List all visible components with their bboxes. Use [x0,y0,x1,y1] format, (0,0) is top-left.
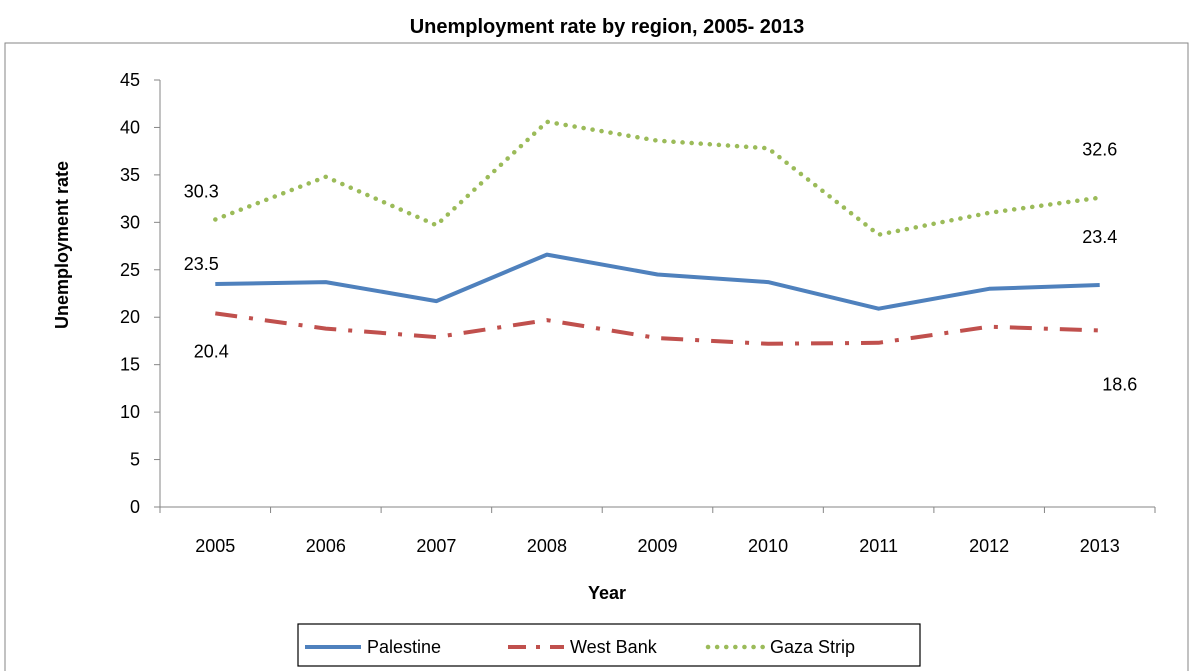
data-labels: 30.3 23.5 20.4 32.6 23.4 18.6 [184,140,1137,395]
series-line-palestine [215,252,1100,311]
chart-title: Unemployment rate by region, 2005- 2013 [410,16,805,38]
y-tick-label: 35 [120,165,140,185]
legend-label: Gaza Strip [770,637,855,657]
data-label: 30.3 [184,181,219,201]
series-line-gaza-strip [213,119,1102,237]
axes: 0 5 10 15 20 25 30 35 40 45 2005 2006 2007 2008 2009 20… [120,70,1156,556]
y-axis-title: Unemployment rate [52,161,72,329]
y-tick-label: 10 [120,402,140,422]
series-layer [213,119,1102,346]
data-label: 20.4 [194,341,229,361]
y-tick-label: 40 [120,117,140,137]
legend-box [297,623,921,667]
series-line-west-bank [215,311,1100,346]
data-label: 32.6 [1082,140,1117,160]
y-tick-label: 45 [120,70,140,90]
chart-border [4,42,1189,671]
data-label: 23.5 [184,254,219,274]
legend-label: Palestine [367,637,441,657]
x-tick-label: 2011 [859,536,898,556]
x-axis-title: Year [588,583,626,603]
legend: Palestine West Bank Gaza Strip [305,637,855,657]
y-tick-label: 15 [120,355,140,375]
x-tick-label: 2005 [195,536,235,556]
x-tick-label: 2012 [969,536,1009,556]
data-label: 23.4 [1082,227,1117,247]
y-tick-label: 0 [130,497,140,517]
x-tick-label: 2008 [527,536,567,556]
y-tick-label: 20 [120,307,140,327]
data-label: 18.6 [1102,375,1137,395]
y-tick-label: 5 [130,450,140,470]
x-tick-label: 2010 [748,536,788,556]
legend-label: West Bank [570,637,658,657]
x-tick-label: 2013 [1080,536,1120,556]
x-tick-label: 2009 [637,536,677,556]
y-tick-label: 30 [120,212,140,232]
x-tick-label: 2007 [416,536,456,556]
y-tick-label: 25 [120,260,140,280]
x-tick-label: 2006 [306,536,346,556]
